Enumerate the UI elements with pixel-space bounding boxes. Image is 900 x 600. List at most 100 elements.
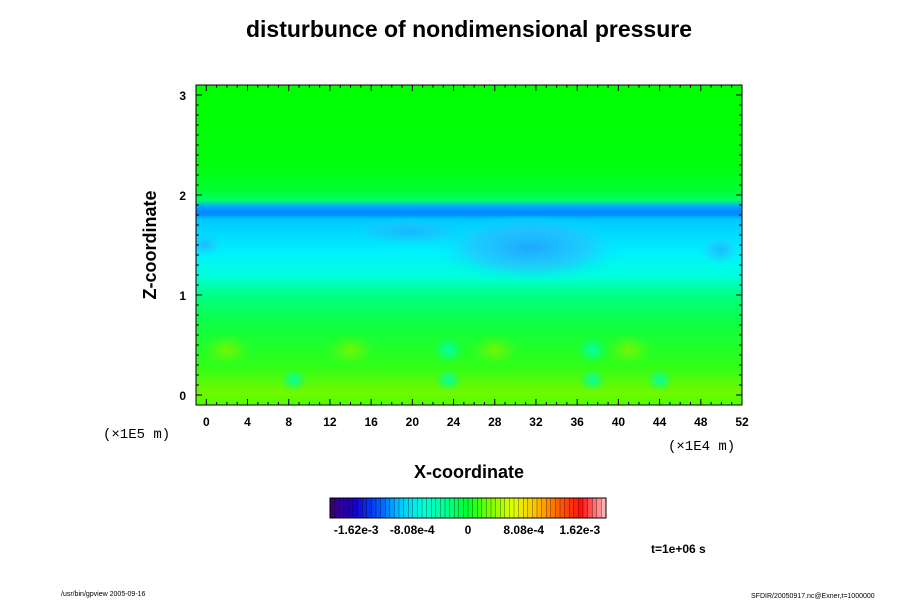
- colorbar-swatch: [403, 497, 409, 519]
- colorbar-swatch: [389, 497, 395, 519]
- heatmap-spot: [576, 336, 609, 364]
- heatmap-spot: [432, 336, 465, 364]
- colorbar-swatch: [431, 497, 437, 519]
- footer-left: /usr/bin/gpview 2005-09-16: [61, 591, 146, 598]
- x-tick-label: 4: [244, 415, 251, 429]
- colorbar-swatch: [596, 497, 602, 519]
- colorbar-swatch: [357, 497, 363, 519]
- colorbar-swatch: [371, 497, 377, 519]
- colorbar-swatch: [495, 497, 501, 519]
- heatmap-spot: [434, 368, 463, 392]
- x-scale-label: (×1E4 m): [668, 439, 735, 455]
- colorbar-swatch: [366, 497, 372, 519]
- heatmap-blue-region-4: [196, 233, 223, 257]
- colorbar-swatch: [417, 497, 423, 519]
- colorbar-tick-label: 0: [465, 523, 472, 537]
- colorbar-swatch: [490, 497, 497, 519]
- colorbar-frame: [329, 497, 607, 519]
- colorbar-swatch: [569, 497, 575, 519]
- colorbar-tick-label: -1.62e-3: [334, 523, 379, 537]
- x-tick-label: 48: [694, 415, 708, 429]
- colorbar-swatch: [385, 497, 391, 519]
- heatmap-blue-layer: [196, 210, 742, 216]
- colorbar: [329, 497, 607, 519]
- x-tick-label: 32: [529, 415, 543, 429]
- colorbar-swatch: [481, 497, 487, 519]
- colorbar-swatch: [587, 497, 593, 519]
- colorbar-swatch: [527, 497, 533, 519]
- colorbar-tick-label: 1.62e-3: [559, 523, 600, 537]
- x-tick-label: 28: [488, 415, 502, 429]
- colorbar-swatch: [564, 497, 570, 519]
- colorbar-swatch: [463, 497, 469, 519]
- colorbar-swatch: [477, 497, 483, 519]
- y-axis-label: Z-coordinate: [140, 190, 160, 299]
- colorbar-swatch: [329, 497, 336, 519]
- x-tick-label: 24: [447, 415, 461, 429]
- y-tick-label: 2: [179, 189, 186, 203]
- x-tick-label: 20: [406, 415, 420, 429]
- x-tick-label: 8: [285, 415, 292, 429]
- colorbar-swatch: [523, 497, 529, 519]
- x-axis-ticks: 0 4 8 12 16 20 24 28 32 36 40 44 48 52: [203, 85, 749, 429]
- colorbar-swatch: [536, 497, 543, 519]
- colorbar-swatch: [426, 497, 432, 519]
- colorbar-swatch: [343, 497, 349, 519]
- footer-right: SFDIR/20050917.nc@Exner,t=1000000: [751, 593, 875, 600]
- colorbar-swatch: [546, 497, 552, 519]
- heatmap-yellow-spot: [326, 334, 375, 366]
- heatmap-blue-region: [435, 214, 625, 282]
- heatmap-spots: [202, 334, 674, 392]
- colorbar-swatch: [408, 497, 414, 519]
- colorbar-swatch: [440, 497, 446, 519]
- colorbar-swatch: [532, 497, 538, 519]
- colorbar-swatch: [458, 497, 464, 519]
- colorbar-swatch: [559, 497, 566, 519]
- heatmap-yellow-spot: [604, 334, 653, 366]
- colorbar-swatch: [467, 497, 474, 519]
- colorbar-swatch: [380, 497, 386, 519]
- colorbar-swatch: [555, 497, 561, 519]
- colorbar-swatch: [444, 497, 451, 519]
- colorbar-swatch: [394, 497, 400, 519]
- heatmap-blue-region-3: [700, 236, 740, 264]
- colorbar-swatch: [582, 497, 589, 519]
- colorbar-swatch: [500, 497, 506, 519]
- chart-title: disturbunce of nondimensional pressure: [246, 16, 692, 42]
- colorbar-swatch: [348, 497, 354, 519]
- colorbar-swatch: [362, 497, 368, 519]
- heatmap-spot: [279, 368, 308, 392]
- colorbar-swatch: [421, 497, 428, 519]
- heatmap-spot: [578, 368, 607, 392]
- x-tick-label: 16: [364, 415, 378, 429]
- colorbar-swatch: [486, 497, 492, 519]
- x-tick-label: 52: [735, 415, 749, 429]
- x-tick-label: 44: [653, 415, 667, 429]
- x-tick-label: 12: [323, 415, 337, 429]
- heatmap-spot: [645, 368, 674, 392]
- colorbar-swatch: [592, 497, 598, 519]
- x-tick-label: 36: [570, 415, 584, 429]
- x-tick-label: 40: [612, 415, 626, 429]
- x-axis-label: X-coordinate: [414, 462, 524, 482]
- y-scale-label: (×1E5 m): [103, 427, 170, 443]
- time-annotation: t=1e+06 s: [651, 542, 706, 556]
- heatmap-yellow-spot: [470, 334, 519, 366]
- colorbar-tick-label: 8.08e-4: [503, 523, 544, 537]
- colorbar-swatch: [449, 497, 455, 519]
- colorbar-swatch: [398, 497, 405, 519]
- colorbar-swatch: [541, 497, 547, 519]
- colorbar-tick-label: -8.08e-4: [390, 523, 435, 537]
- colorbar-swatch: [550, 497, 556, 519]
- colorbar-swatch: [573, 497, 579, 519]
- colorbar-swatch: [435, 497, 441, 519]
- colorbar-swatch: [504, 497, 510, 519]
- y-tick-label: 0: [179, 389, 186, 403]
- colorbar-swatch: [509, 497, 515, 519]
- colorbar-swatch: [454, 497, 460, 519]
- colorbar-swatch: [412, 497, 418, 519]
- colorbar-swatch: [352, 497, 359, 519]
- heatmap-field: [196, 85, 742, 405]
- colorbar-tick-labels: -1.62e-3 -8.08e-4 0 8.08e-4 1.62e-3: [334, 523, 601, 537]
